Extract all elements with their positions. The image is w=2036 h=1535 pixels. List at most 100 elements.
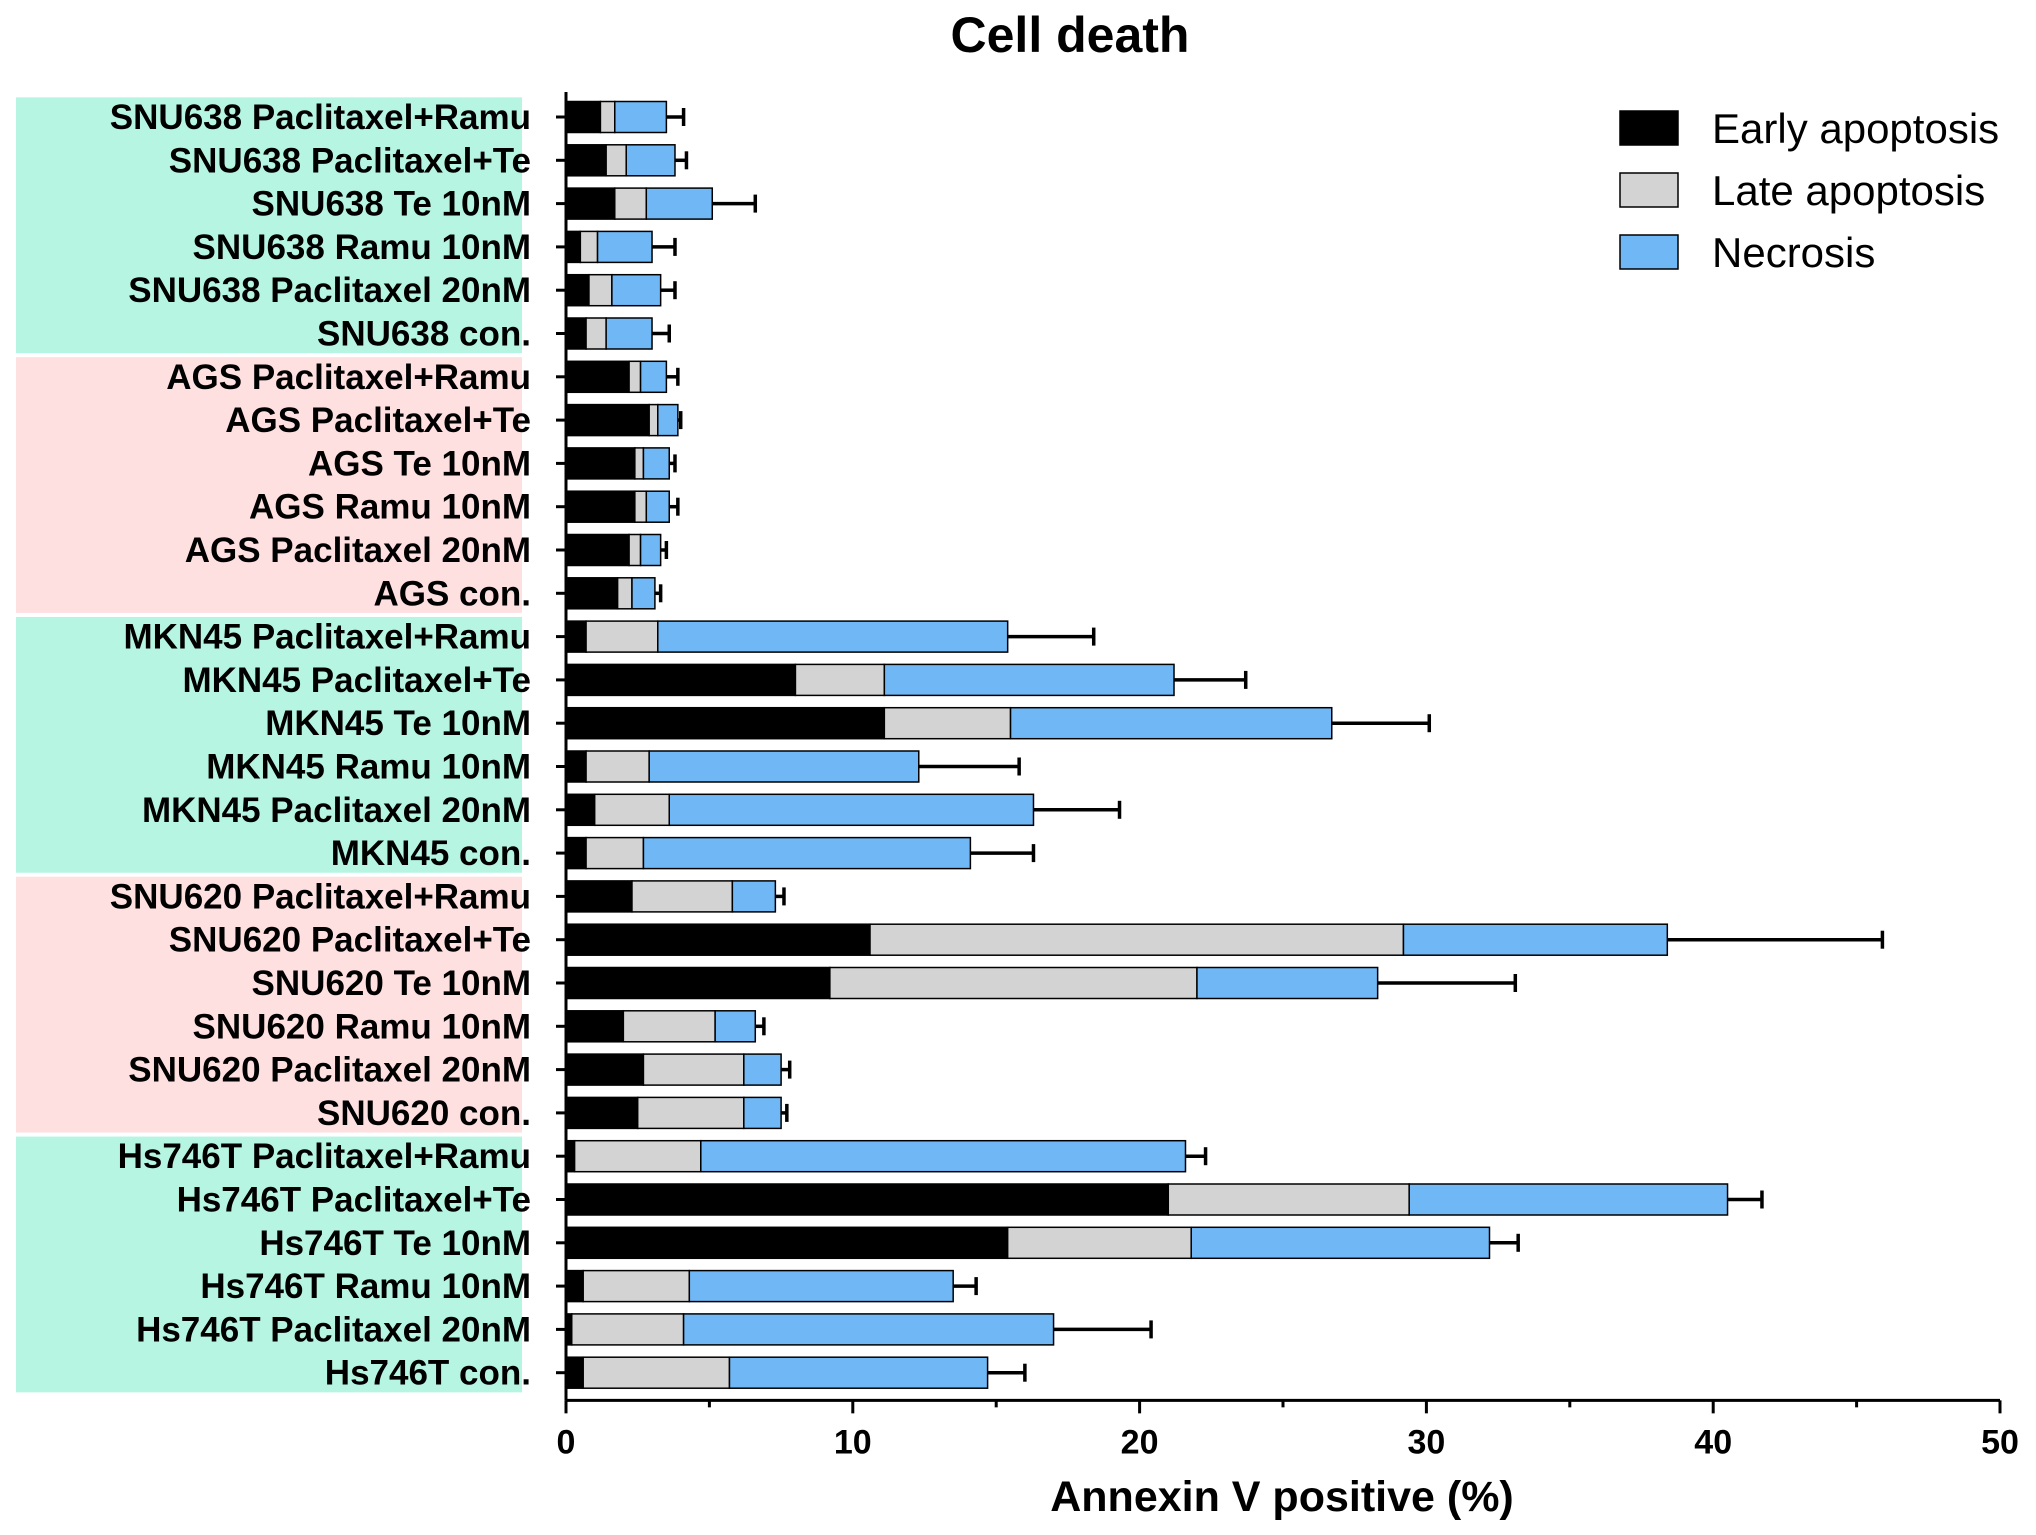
bar-necrosis-hs746t-te-10nm [1190, 1226, 1491, 1260]
bar-necrosis-snu620-paclitaxel-20nm [743, 1053, 782, 1086]
bar-late-apoptosis-hs746t-te-10nm [1006, 1226, 1192, 1260]
bar-late-apoptosis-mkn45-con [585, 836, 645, 870]
group-backgrounds [16, 97, 522, 1393]
group-band-hs746t [16, 1136, 522, 1393]
category-label: AGS con. [373, 574, 531, 613]
category-label: Hs746T Paclitaxel+Te [177, 1181, 531, 1220]
bar-late-apoptosis-hs746t-paclitaxel-20nm [570, 1313, 685, 1346]
bar-late-apoptosis-hs746t-ramu-10nm [582, 1269, 691, 1303]
bar-necrosis-mkn45-te-10nm [1009, 706, 1333, 740]
bar-early-apoptosis-snu620-paclitaxel-20nm [565, 1053, 645, 1086]
error-bar-snu620-ramu-10nm [755, 1017, 766, 1036]
bar-necrosis-mkn45-paclitaxel-te [883, 663, 1175, 697]
error-bar-mkn45-paclitaxel-ramu [1007, 627, 1096, 646]
bar-early-apoptosis-snu620-paclitaxel-te [565, 923, 871, 956]
category-label: SNU620 Ramu 10nM [193, 1007, 531, 1046]
error-bar-snu638-con [652, 324, 671, 343]
x-tick-label: 30 [1407, 1423, 1445, 1461]
error-bar-mkn45-ramu-10nm [918, 757, 1021, 776]
bar-late-apoptosis-snu620-paclitaxel-ramu [631, 880, 734, 913]
bar-necrosis-ags-paclitaxel-ramu [639, 360, 668, 394]
bar-necrosis-snu638-te-10nm [645, 187, 714, 220]
legend-item-necrosis: Necrosis [1619, 229, 1875, 276]
bar-necrosis-snu638-paclitaxel-te [625, 144, 676, 177]
bar-late-apoptosis-mkn45-ramu-10nm [585, 750, 650, 783]
bar-necrosis-snu638-con [605, 317, 653, 350]
category-labels: SNU638 Paclitaxel+Ramu SNU638 Paclitaxel+… [110, 98, 531, 1393]
bar-necrosis-ags-paclitaxel-te [657, 403, 679, 437]
bar-early-apoptosis-ags-paclitaxel-20nm [565, 533, 630, 567]
bar-early-apoptosis-snu638-paclitaxel-ramu [565, 100, 602, 134]
category-label: SNU638 Paclitaxel+Te [169, 141, 531, 180]
error-bar-ags-paclitaxel-20nm [660, 541, 669, 559]
bar-late-apoptosis-snu620-paclitaxel-te [869, 923, 1405, 956]
bar-necrosis-snu638-paclitaxel-20nm [611, 273, 662, 307]
error-bar-mkn45-con [970, 844, 1036, 863]
bar-necrosis-ags-con [631, 577, 656, 610]
category-label: Hs746T con. [325, 1354, 531, 1393]
bar-necrosis-snu620-paclitaxel-ramu [731, 880, 777, 913]
bar-late-apoptosis-hs746t-con [582, 1356, 731, 1389]
category-label: MKN45 Paclitaxel 20nM [142, 791, 531, 830]
bar-late-apoptosis-ags-paclitaxel-20nm [628, 533, 642, 567]
category-label: SNU638 con. [317, 315, 531, 354]
bar-necrosis-snu620-con [743, 1096, 782, 1130]
bar-necrosis-mkn45-ramu-10nm [648, 750, 920, 783]
error-bar-snu620-con [781, 1103, 789, 1122]
bar-necrosis-snu620-ramu-10nm [714, 1010, 757, 1043]
bar-early-apoptosis-ags-ramu-10nm [565, 490, 636, 523]
x-tick-label: 0 [557, 1423, 576, 1461]
bar-late-apoptosis-snu638-paclitaxel-ramu [599, 100, 616, 134]
bars [565, 100, 1729, 1389]
bar-late-apoptosis-ags-ramu-10nm [634, 490, 648, 523]
bar-late-apoptosis-snu620-con [636, 1096, 745, 1130]
bar-early-apoptosis-hs746t-paclitaxel-te [565, 1183, 1170, 1216]
error-bar-mkn45-paclitaxel-te [1174, 670, 1248, 689]
bar-necrosis-hs746t-con [728, 1356, 989, 1389]
bar-early-apoptosis-mkn45-paclitaxel-ramu [565, 620, 587, 653]
error-bar-hs746t-con [987, 1363, 1027, 1382]
error-bar-snu638-ramu-10nm [652, 237, 677, 256]
legend-label: Early apoptosis [1712, 105, 1999, 152]
category-label: Hs746T Te 10nM [259, 1224, 531, 1263]
bar-late-apoptosis-snu620-ramu-10nm [622, 1010, 716, 1043]
category-label: MKN45 Te 10nM [265, 704, 531, 743]
bar-late-apoptosis-snu620-te-10nm [829, 966, 1198, 1000]
group-band-snu638 [16, 97, 522, 354]
bar-late-apoptosis-snu638-paclitaxel-te [605, 144, 627, 177]
bar-early-apoptosis-mkn45-ramu-10nm [565, 750, 587, 783]
legend-swatch [1619, 110, 1679, 146]
bar-late-apoptosis-mkn45-paclitaxel-te [794, 663, 886, 697]
bar-necrosis-mkn45-con [642, 836, 972, 870]
bar-necrosis-snu638-ramu-10nm [596, 230, 653, 264]
category-label: SNU638 Te 10nM [252, 185, 531, 224]
error-bar-snu638-paclitaxel-te [674, 151, 689, 170]
bar-late-apoptosis-ags-paclitaxel-ramu [628, 360, 642, 394]
bar-early-apoptosis-snu620-paclitaxel-ramu [565, 880, 633, 913]
bar-late-apoptosis-mkn45-paclitaxel-20nm [593, 793, 670, 827]
category-label: SNU638 Paclitaxel+Ramu [110, 98, 531, 137]
legend-swatch [1619, 234, 1679, 270]
category-label: AGS Paclitaxel 20nM [185, 531, 531, 570]
x-axis: 0 10 20 30 40 50 [556, 92, 2019, 1461]
bar-early-apoptosis-snu638-paclitaxel-20nm [565, 273, 590, 307]
category-label: MKN45 Ramu 10nM [206, 748, 531, 787]
bar-early-apoptosis-snu638-con [565, 317, 587, 350]
bar-necrosis-snu620-paclitaxel-te [1402, 923, 1669, 956]
category-label: AGS Te 10nM [308, 444, 531, 483]
bar-early-apoptosis-snu638-ramu-10nm [565, 230, 582, 264]
category-label: SNU638 Paclitaxel 20nM [128, 271, 531, 310]
category-label: AGS Ramu 10nM [249, 488, 531, 527]
bar-necrosis-mkn45-paclitaxel-20nm [668, 793, 1035, 827]
error-bar-hs746t-te-10nm [1489, 1233, 1520, 1252]
category-label: Hs746T Paclitaxel+Ramu [118, 1137, 531, 1176]
bar-early-apoptosis-hs746t-ramu-10nm [565, 1269, 584, 1303]
x-tick-label: 50 [1981, 1423, 2019, 1461]
category-label: AGS Paclitaxel+Te [225, 401, 531, 440]
bar-late-apoptosis-snu638-paclitaxel-20nm [588, 273, 613, 307]
bar-late-apoptosis-mkn45-te-10nm [883, 706, 1012, 740]
bar-necrosis-ags-te-10nm [642, 447, 670, 480]
bar-necrosis-hs746t-paclitaxel-te [1408, 1183, 1729, 1216]
bar-early-apoptosis-snu620-ramu-10nm [565, 1010, 625, 1043]
